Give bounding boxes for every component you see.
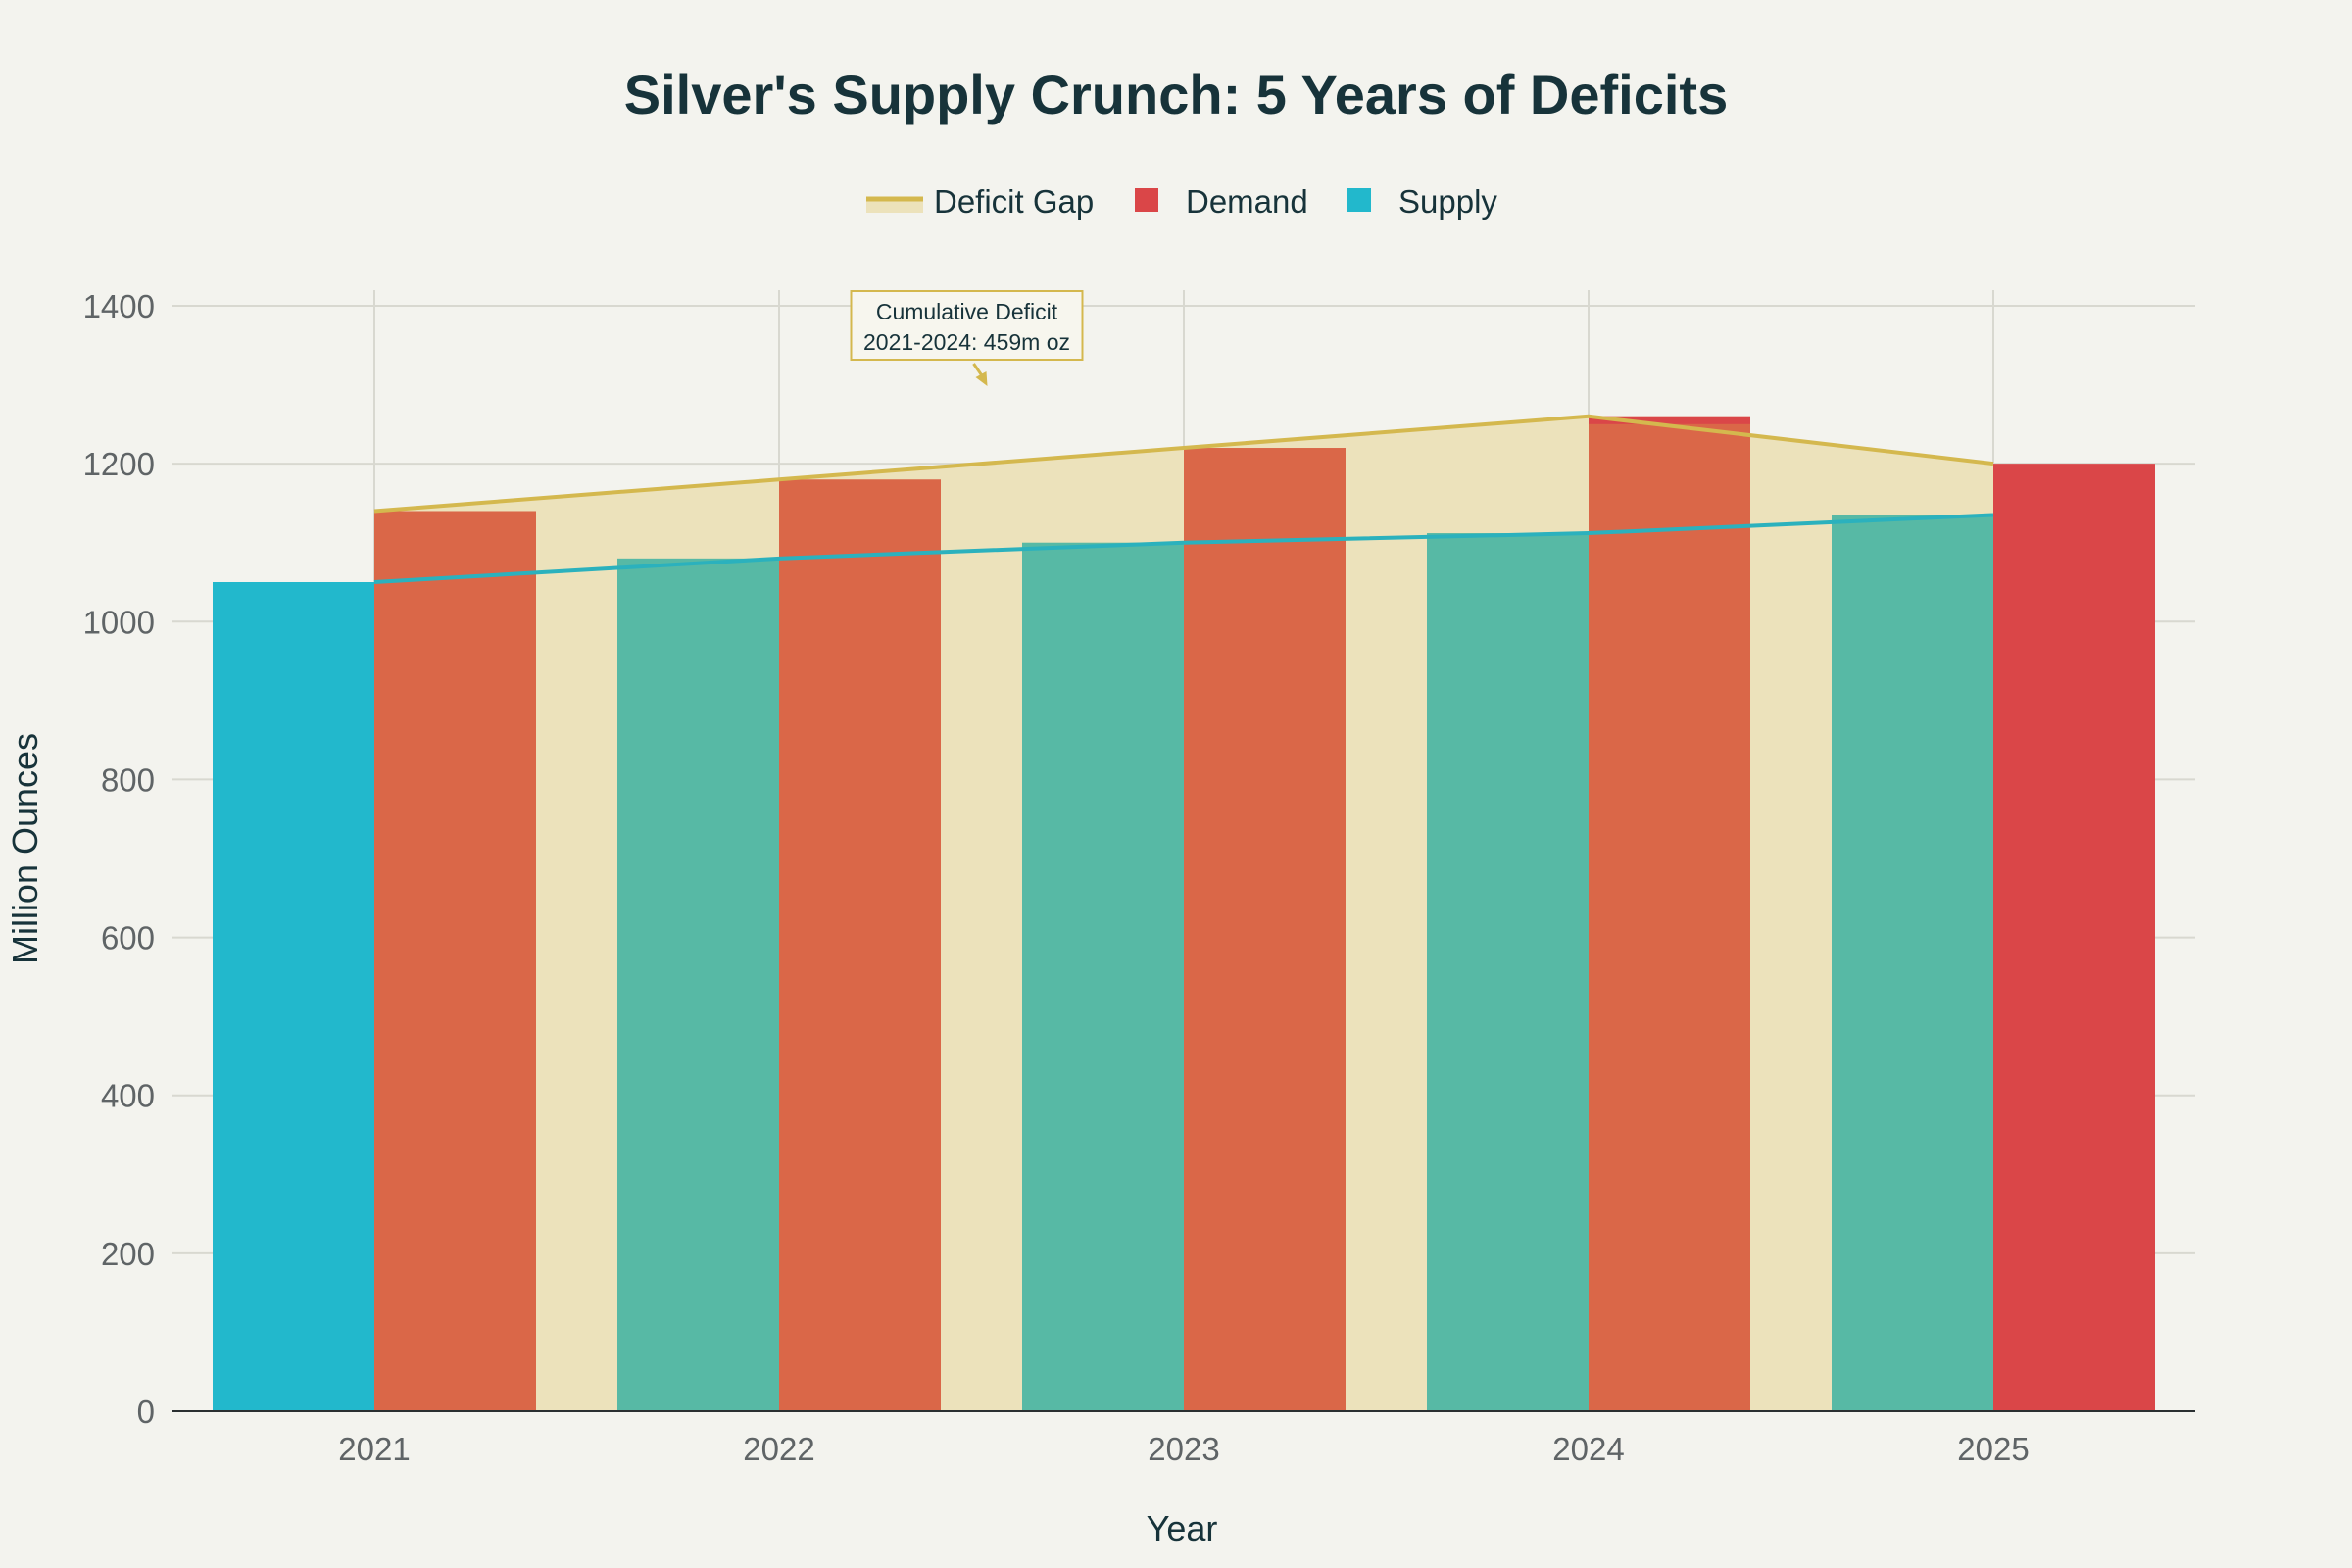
annotation-box (850, 290, 1084, 361)
demand-bar (1184, 448, 1346, 1411)
annotation: Cumulative Deficit 2021-2024: 459m oz (850, 290, 1084, 386)
supply-line (373, 513, 1994, 584)
legend-label: Demand (1186, 183, 1308, 220)
y-tick-label: 400 (101, 1078, 155, 1114)
x-tick-label: 2024 (1552, 1431, 1624, 1467)
supply-bar (1427, 533, 1589, 1411)
demand-bar (374, 511, 536, 1411)
legend: Deficit Gap Demand Supply (866, 183, 1497, 220)
demand-bar (1993, 464, 2155, 1412)
demand-bar-cap (1589, 416, 1750, 424)
y-tick-label: 600 (101, 920, 155, 956)
y-tick-label: 200 (101, 1236, 155, 1272)
x-tick-label: 2025 (1957, 1431, 2029, 1467)
demand-bar (1589, 416, 1750, 1411)
annotation-text: Cumulative Deficit (876, 299, 1058, 324)
bars (213, 416, 2155, 1412)
legend-item: Deficit Gap (866, 183, 1094, 220)
supply-bar (213, 582, 374, 1411)
x-tick-label: 2021 (338, 1431, 410, 1467)
axes: 0 200 400 600 800 1000 1200 1400 2021 2022 2023 202… (83, 288, 2195, 1467)
y-tick-label: 1400 (83, 288, 155, 324)
chart-title: Silver's Supply Crunch: 5 Years of Defic… (624, 64, 1728, 125)
y-tick-label: 800 (101, 761, 155, 798)
y-tick-label: 1200 (83, 446, 155, 482)
legend-swatch (1135, 188, 1158, 212)
y-tick-label: 1000 (83, 604, 155, 640)
supply-bar (617, 558, 779, 1411)
legend-swatch (866, 199, 923, 213)
legend-label: Supply (1398, 183, 1497, 220)
deficit-gap-line (373, 414, 1994, 514)
supply-bar (1022, 542, 1184, 1411)
x-axis-title: Year (1147, 1508, 1218, 1548)
legend-swatch (1348, 188, 1371, 212)
legend-item: Supply (1348, 183, 1497, 220)
annotation-arrow-head (975, 371, 988, 386)
annotation-text: 2021-2024: 459m oz (863, 329, 1070, 355)
y-axis-title: Million Ounces (5, 733, 45, 964)
y-tick-label: 0 (137, 1394, 155, 1430)
x-tick-label: 2023 (1148, 1431, 1219, 1467)
supply-bar (1832, 514, 1993, 1411)
x-tick-label: 2022 (743, 1431, 814, 1467)
legend-item: Demand (1135, 183, 1308, 220)
demand-bar (779, 479, 941, 1411)
legend-label: Deficit Gap (934, 183, 1094, 220)
series-lines (373, 414, 1994, 584)
